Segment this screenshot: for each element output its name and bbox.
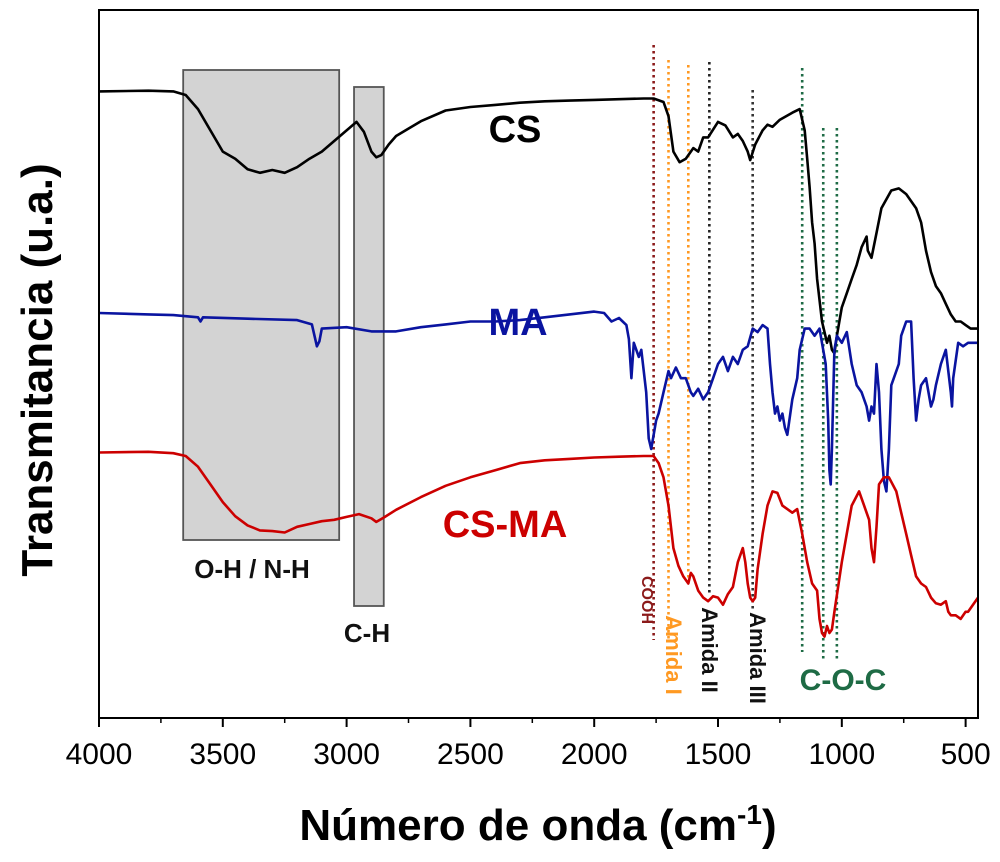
x-tick-label-3000: 3000 [313, 738, 380, 771]
marker-label-coc: C-O-C [800, 664, 887, 697]
series-line-ma [98, 310, 978, 493]
series-label-ma: MA [488, 302, 547, 344]
x-axis-title-close: ) [762, 801, 777, 850]
regions-layer [182, 69, 385, 607]
x-tick-label-1000: 1000 [808, 738, 875, 771]
x-tick-label-2500: 2500 [437, 738, 504, 771]
region-band-0 [182, 69, 341, 541]
x-tick-label-2000: 2000 [561, 738, 628, 771]
series-label-cs: CS [489, 109, 542, 151]
series-line-cs [98, 89, 978, 355]
y-axis-title: Transmitancia (u.a.) [13, 163, 62, 576]
x-tick-label-3500: 3500 [189, 738, 256, 771]
x-tick-label-4000: 4000 [66, 738, 133, 771]
marker-label-amida-i: Amida I [661, 615, 686, 694]
x-tick-label-500: 500 [941, 738, 991, 771]
x-axis-title-superscript: -1 [737, 799, 762, 830]
series-label-cs-ma: CS-MA [443, 504, 568, 546]
marker-label-amida-iii: Amida III [745, 612, 770, 704]
markers-layer [652, 45, 839, 662]
region-band-1 [353, 86, 385, 607]
series-line-cs-ma [98, 450, 980, 638]
x-axis: 4000 3500 3000 2500 2000 1500 1000 500 [66, 718, 991, 771]
region-label-oh-nh: O-H / N-H [194, 554, 310, 584]
region-label-ch: C-H [344, 618, 390, 648]
marker-label-amida-ii: Amida II [697, 607, 722, 693]
x-tick-label-1500: 1500 [685, 738, 752, 771]
plot-frame [98, 9, 979, 719]
marker-label-cooh: COOH [638, 576, 655, 624]
x-axis-title: Número de onda (cm-1) [299, 799, 776, 850]
series-layer [98, 89, 980, 638]
x-axis-title-main: Número de onda (cm [299, 801, 737, 850]
